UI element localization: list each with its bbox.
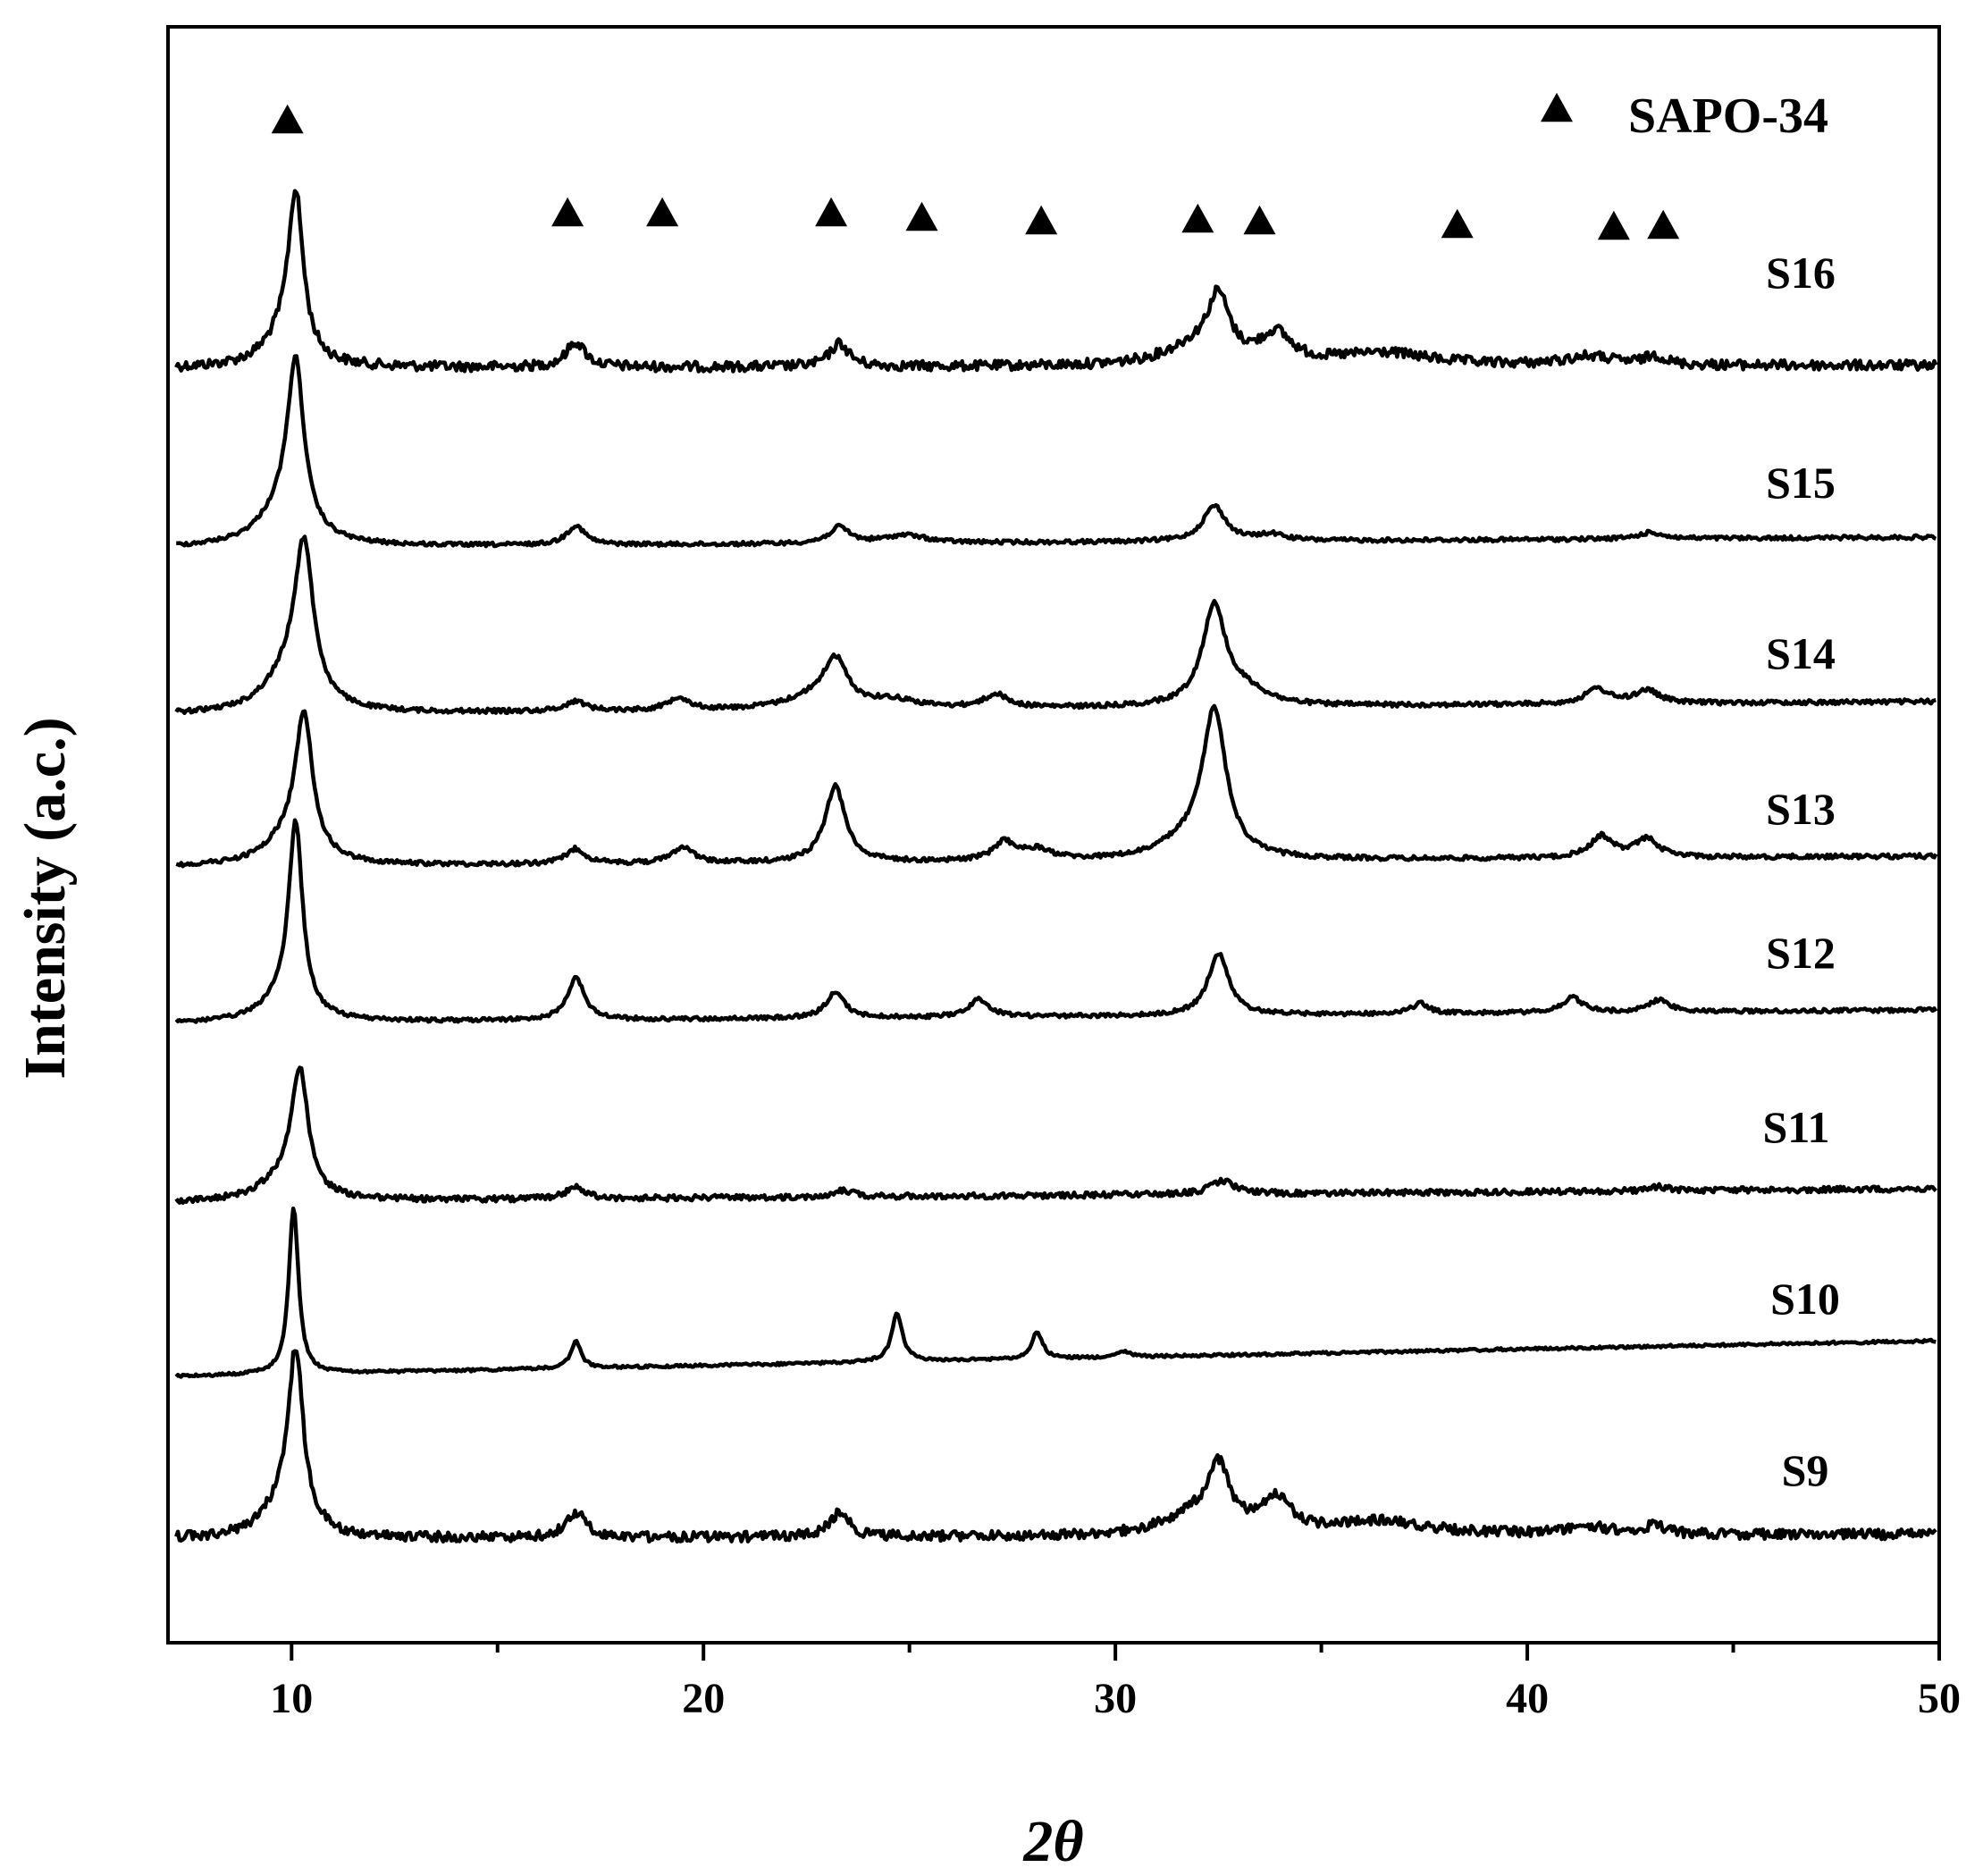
legend-label: SAPO-34 [1628,88,1828,144]
series-label-s12: S12 [1766,928,1836,978]
curve-s10 [174,1206,1937,1379]
series-labels: S16 S15 S14 S13 S12 S11 S10 S9 [1762,248,1839,1495]
series-label-s13: S13 [1766,784,1836,834]
sapo34-peak-markers [271,104,1680,240]
curve-s14 [174,534,1937,716]
curve-s15 [175,354,1937,549]
curve-s13 [175,703,1938,869]
x-tick-label: 10 [270,1675,313,1722]
x-tick-label: 40 [1506,1675,1549,1722]
triangle-marker [1597,210,1630,240]
triangle-marker [1647,209,1680,240]
plot-frame [166,25,1941,1645]
series-label-s16: S16 [1766,248,1836,298]
triangle-marker [271,104,304,134]
curve-s16 [174,189,1938,374]
legend-triangle-marker [1541,92,1573,122]
series-label-s11: S11 [1762,1102,1829,1152]
y-axis-title: Intensity (a.c.) [13,717,78,1079]
x-tick-label: 50 [1918,1675,1961,1722]
x-axis-ticks: 10 20 30 40 50 [270,1643,1961,1722]
triangle-marker [646,197,679,227]
x-tick-label: 30 [1094,1675,1137,1722]
triangle-marker [905,201,938,231]
legend: SAPO-34 [1541,88,1828,144]
x-axis-title: 2θ [1022,1809,1083,1874]
curve-s11 [174,1065,1937,1205]
triangle-marker [1025,205,1058,235]
series-label-s9: S9 [1782,1445,1829,1495]
triangle-marker [551,197,584,227]
curve-s12 [174,818,1938,1024]
triangle-marker [1181,203,1214,233]
triangle-marker [1441,208,1474,239]
series-label-s10: S10 [1770,1274,1840,1324]
series-label-s15: S15 [1766,458,1836,508]
triangle-marker [1243,205,1276,235]
series-label-s14: S14 [1766,628,1836,678]
triangle-marker [815,197,848,227]
curve-s9 [174,1349,1937,1544]
diffraction-curves [174,189,1938,1544]
x-tick-label: 20 [682,1675,725,1722]
